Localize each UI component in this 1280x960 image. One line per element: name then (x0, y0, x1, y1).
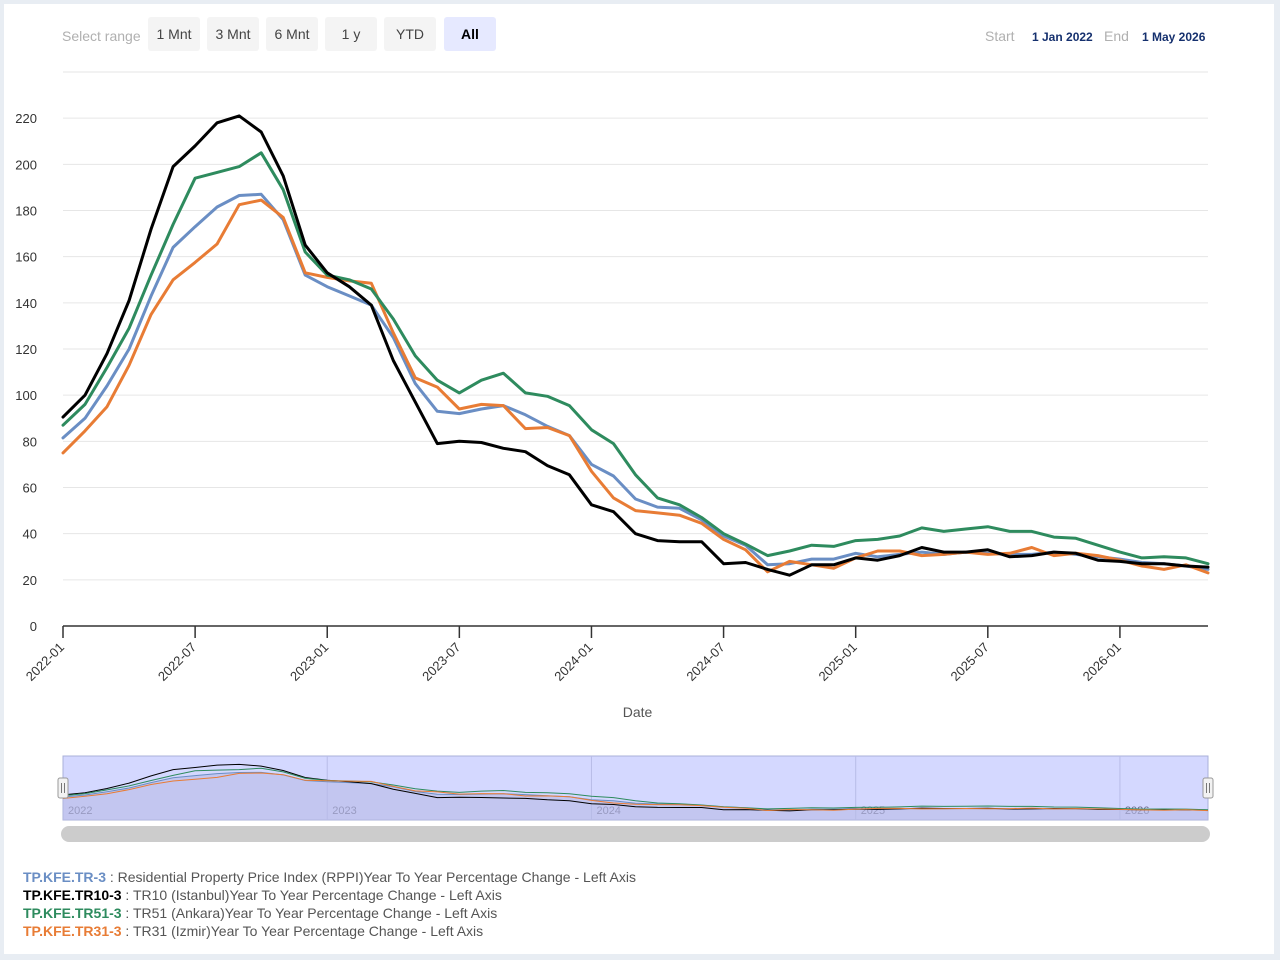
x-tick-label: 2023-07 (419, 640, 463, 684)
legend-item-istanbul[interactable]: TP.KFE.TR10-3 : TR10 (Istanbul)Year To Y… (23, 886, 636, 904)
range-button-3-months[interactable]: 3 Mnt (207, 17, 259, 51)
navigator-series-line (62, 767, 1209, 811)
y-tick-label: 140 (15, 296, 37, 311)
legend-item-izmir[interactable]: TP.KFE.TR31-3 : TR31 (Izmir)Year To Year… (23, 922, 636, 940)
series-line-tp-kfe-tr10-3[interactable] (61, 114, 1210, 577)
range-button-1-month[interactable]: 1 Mnt (148, 17, 200, 51)
legend-desc: : TR31 (Izmir)Year To Year Percentage Ch… (121, 923, 484, 939)
navigator-right-handle[interactable] (1202, 777, 1214, 799)
y-tick-label: 20 (23, 573, 37, 588)
y-tick-label: 160 (15, 250, 37, 265)
legend-desc: : TR51 (Ankara)Year To Year Percentage C… (121, 905, 498, 921)
x-tick-label: 2025-01 (815, 640, 859, 684)
legend-code: TP.KFE.TR-3 (23, 869, 106, 885)
series-line-tp-kfe-tr51-3[interactable] (61, 151, 1210, 566)
range-button-ytd[interactable]: YTD (384, 17, 436, 51)
legend: TP.KFE.TR-3 : Residential Property Price… (23, 868, 636, 940)
start-date-input[interactable]: 1 Jan 2022 (1032, 30, 1093, 44)
navigator-scrollbar[interactable] (61, 826, 1210, 842)
y-tick-label: 220 (15, 111, 37, 126)
x-tick-label: 2025-07 (948, 640, 992, 684)
legend-code: TP.KFE.TR31-3 (23, 923, 122, 939)
legend-code: TP.KFE.TR10-3 (23, 887, 122, 903)
series-line-tp-kfe-tr-3[interactable] (61, 192, 1210, 571)
range-selector-label: Select range (62, 28, 141, 44)
legend-item-ankara[interactable]: TP.KFE.TR51-3 : TR51 (Ankara)Year To Yea… (23, 904, 636, 922)
chart-container: Select range 1 Mnt 3 Mnt 6 Mnt 1 y YTD A… (4, 4, 1274, 954)
x-tick-label: 2026-01 (1080, 640, 1124, 684)
x-tick-label: 2024-01 (551, 640, 595, 684)
y-tick-label: 180 (15, 204, 37, 219)
y-tick-label: 100 (15, 388, 37, 403)
range-button-6-months[interactable]: 6 Mnt (266, 17, 318, 51)
x-tick-label: 2024-07 (683, 640, 727, 684)
range-button-all[interactable]: All (444, 17, 496, 51)
x-tick-label: 2022-07 (155, 640, 199, 684)
navigator-series-line (62, 763, 1209, 812)
legend-code: TP.KFE.TR51-3 (23, 905, 122, 921)
y-tick-label: 0 (30, 619, 37, 634)
x-axis-title: Date (623, 704, 653, 720)
chart-svg: 0 20 40 60 80 100 120 140 160 180 200 220 2022-01 202… (15, 71, 1214, 842)
legend-desc: : Residential Property Price Index (RPPI… (105, 869, 636, 885)
navigator-series-line (62, 772, 1209, 812)
end-date-label: End (1104, 28, 1129, 44)
navigator-left-handle[interactable] (57, 777, 69, 799)
y-tick-label: 200 (15, 157, 37, 172)
legend-desc: : TR10 (Istanbul)Year To Year Percentage… (121, 887, 502, 903)
y-tick-label: 60 (23, 481, 37, 496)
start-date-label: Start (985, 28, 1015, 44)
x-tick-label: 2023-01 (287, 640, 331, 684)
x-tick-label: 2022-01 (23, 640, 67, 684)
end-date-input[interactable]: 1 May 2026 (1142, 30, 1206, 44)
range-selector: Select range 1 Mnt 3 Mnt 6 Mnt 1 y YTD A… (4, 4, 1274, 64)
legend-item-rppi[interactable]: TP.KFE.TR-3 : Residential Property Price… (23, 868, 636, 886)
series-line-tp-kfe-tr31-3[interactable] (61, 198, 1210, 575)
y-tick-label: 120 (15, 342, 37, 357)
range-button-1-year[interactable]: 1 y (325, 17, 377, 51)
navigator-area (63, 772, 1208, 820)
y-tick-label: 40 (23, 527, 37, 542)
y-tick-label: 80 (23, 434, 37, 449)
